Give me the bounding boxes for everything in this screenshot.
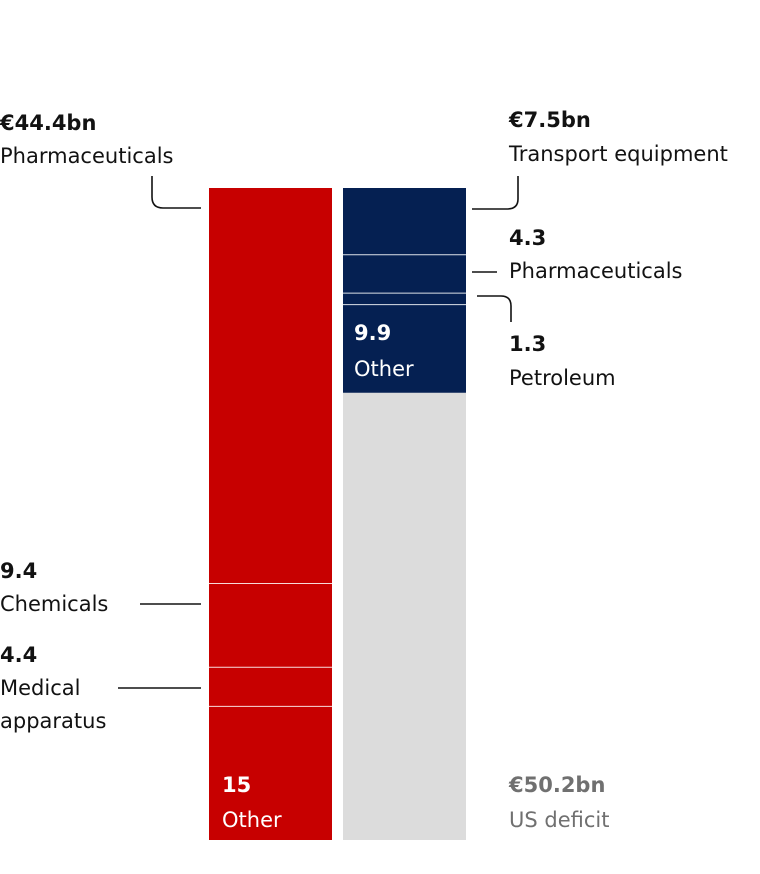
- left-other-label: Other: [222, 808, 282, 832]
- right-pharma-label: Pharmaceuticals: [509, 259, 682, 283]
- right-petroleum-label: Petroleum: [509, 366, 616, 390]
- right-pharma-value: 4.3: [509, 226, 546, 250]
- left-medical-value: 4.4: [0, 643, 37, 667]
- right-stacked-bar: [343, 188, 466, 840]
- left-seg-chemicals: [209, 583, 332, 668]
- left-medical-label-line2: apparatus: [0, 709, 106, 733]
- right-transport-leader: [472, 176, 519, 210]
- right-transport-value: €7.5bn: [508, 108, 591, 132]
- left-other-value: 15: [222, 773, 251, 797]
- right-seg-pharmaceuticals: [343, 254, 466, 294]
- deficit-label: US deficit: [509, 808, 609, 832]
- left-chemicals-value: 9.4: [0, 559, 37, 583]
- left-chemicals-label: Chemicals: [0, 592, 108, 616]
- right-seg-us-deficit: [343, 392, 466, 840]
- left-stacked-bar: [209, 188, 332, 840]
- left-pharma-value: €44.4bn: [0, 111, 96, 135]
- left-seg-other: [209, 706, 332, 840]
- right-other-value: 9.9: [354, 321, 391, 345]
- left-seg-medical-apparatus: [209, 667, 332, 707]
- left-seg-pharmaceuticals: [209, 188, 332, 584]
- right-seg-other: [343, 304, 466, 393]
- right-other-label: Other: [354, 357, 414, 381]
- right-transport-label: Transport equipment: [508, 142, 728, 166]
- right-seg-petroleum: [343, 293, 466, 305]
- left-pharma-leader: [151, 176, 201, 209]
- right-petroleum-value: 1.3: [509, 332, 546, 356]
- left-medical-label-line1: Medical: [0, 676, 80, 700]
- right-petroleum-leader: [477, 295, 512, 322]
- left-pharma-label: Pharmaceuticals: [0, 144, 173, 168]
- right-seg-transport-equipment: [343, 188, 466, 255]
- deficit-value: €50.2bn: [508, 773, 605, 797]
